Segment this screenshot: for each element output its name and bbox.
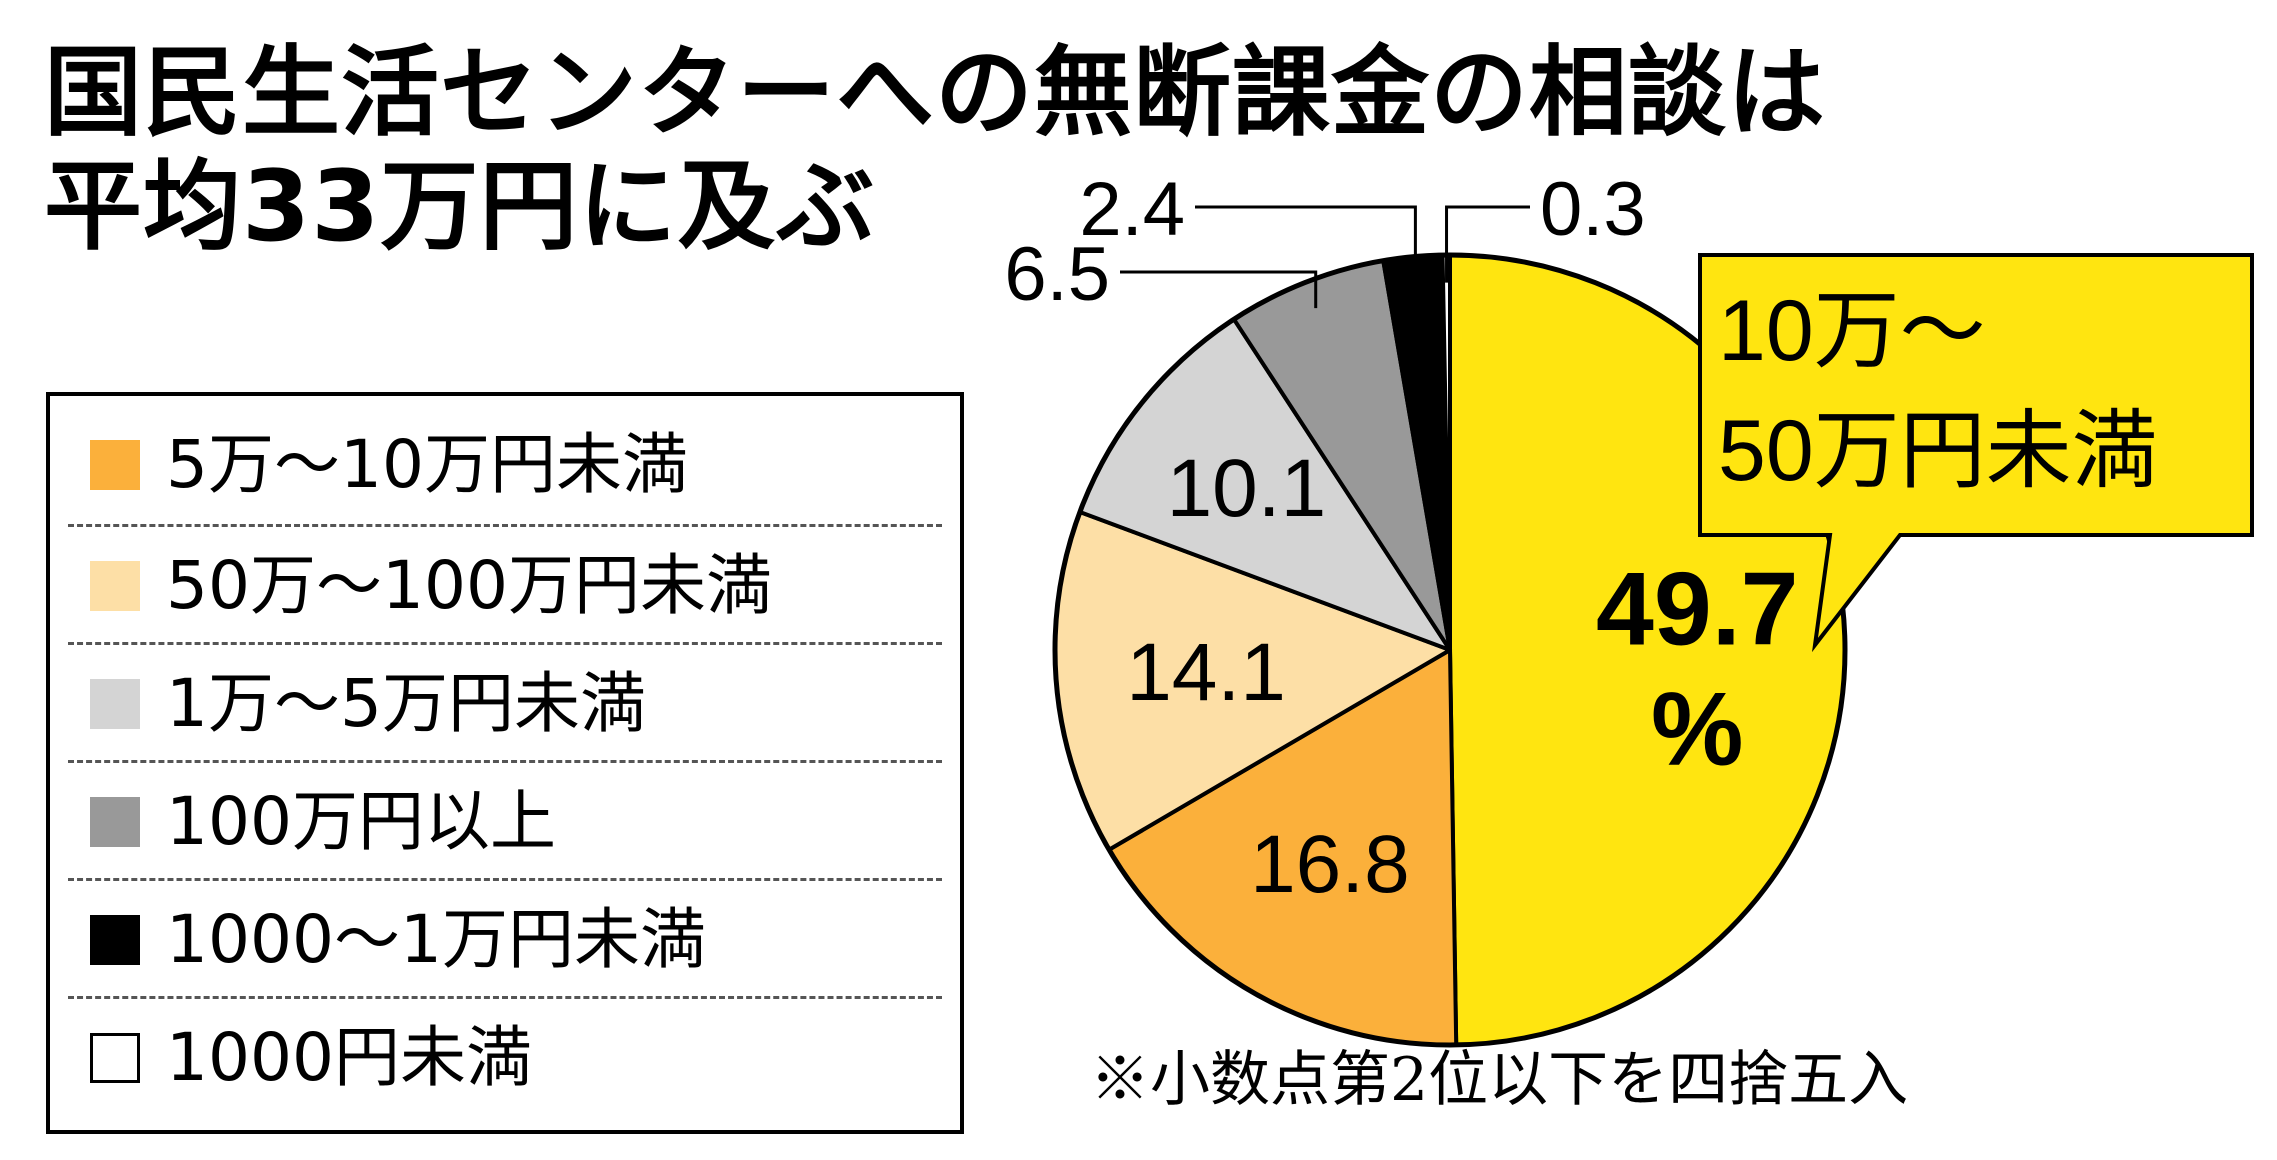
data-label: 0.3 xyxy=(1540,167,1646,252)
legend-label: 50万～100万円未満 xyxy=(166,547,772,624)
chart-title-line2: 平均33万円に及ぶ xyxy=(44,150,876,264)
legend-swatch xyxy=(90,440,140,490)
leader-line xyxy=(1445,205,1530,283)
legend-label: 5万～10万円未満 xyxy=(166,426,688,503)
callout-label-line1: 10万～ xyxy=(1718,283,1986,379)
data-label: 49.7 xyxy=(1596,552,1798,668)
data-label: 6.5 xyxy=(1004,232,1110,317)
legend-swatch xyxy=(90,1033,140,1083)
legend-label: 1万～5万円未満 xyxy=(166,665,646,742)
pie-outline xyxy=(1052,252,1848,1048)
legend-item: 1万～5万円未満 xyxy=(68,642,942,763)
chart-title-line1: 国民生活センターへの無断課金の相談は xyxy=(44,36,1827,150)
callout-box xyxy=(1698,253,2254,653)
legend-item: 100万円以上 xyxy=(68,760,942,881)
legend-item: 1000円未満 xyxy=(68,996,942,1117)
legend-swatch xyxy=(90,679,140,729)
legend-swatch xyxy=(90,915,140,965)
data-label: 10.1 xyxy=(1167,443,1327,534)
legend-item: 1000～1万円未満 xyxy=(68,878,942,999)
data-label: 2.4 xyxy=(1079,167,1185,252)
legend-label: 100万円以上 xyxy=(166,783,556,860)
legend-swatch xyxy=(90,797,140,847)
rounding-note: ※小数点第2位以下を四捨五入 xyxy=(1090,1045,1909,1115)
legend-swatch xyxy=(90,561,140,611)
legend-label: 1000～1万円未満 xyxy=(166,901,706,978)
unit-label: % xyxy=(1651,672,1743,788)
legend: 5万～10万円未満 50万～100万円未満 1万～5万円未満 100万円以上 1000～… xyxy=(46,392,964,1134)
callout-label-line2: 50万円未満 xyxy=(1718,403,2158,499)
data-label: 14.1 xyxy=(1126,627,1286,718)
legend-item: 5万～10万円未満 xyxy=(68,406,942,524)
legend-label: 1000円未満 xyxy=(166,1019,532,1096)
leader-line xyxy=(1195,205,1417,285)
legend-item: 50万～100万円未満 xyxy=(68,524,942,645)
data-label: 16.8 xyxy=(1250,819,1410,910)
leader-line xyxy=(1120,270,1318,309)
